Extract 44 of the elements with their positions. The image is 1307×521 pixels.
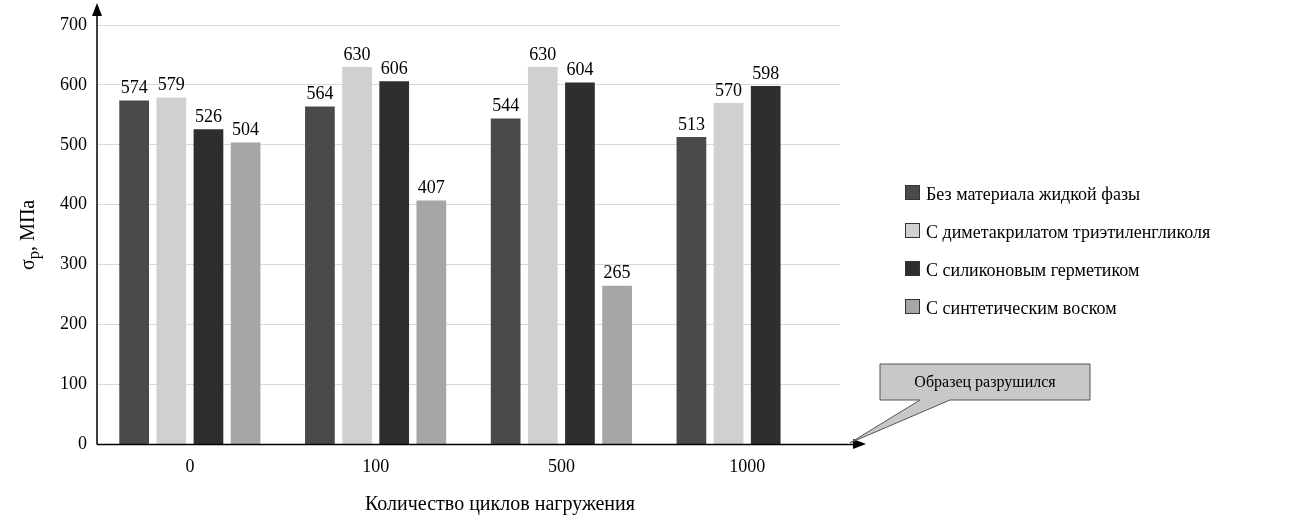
data-label: 513 — [677, 113, 705, 134]
data-label: 570 — [715, 79, 743, 100]
data-label: 407 — [417, 177, 445, 198]
bar — [416, 200, 447, 444]
bar — [230, 142, 261, 444]
bar — [565, 82, 595, 444]
y-tick-label: 700 — [60, 13, 87, 34]
data-label: 574 — [120, 77, 148, 98]
y-tick-label: 400 — [60, 193, 87, 214]
y-tick-label: 0 — [78, 433, 87, 454]
x-axis-title: Количество циклов нагружения — [364, 492, 636, 515]
y-tick-label: 100 — [60, 373, 87, 394]
text: Образец разрушился — [913, 371, 1057, 393]
bar — [193, 129, 224, 444]
bar — [676, 137, 707, 444]
bar — [602, 285, 632, 444]
data-label: 504 — [232, 119, 260, 140]
data-label: 564 — [306, 83, 334, 104]
legend-label: С синтетическим воском — [926, 298, 1117, 318]
x-tick-label: 500 — [547, 455, 575, 476]
y-tick-label: 200 — [60, 313, 87, 334]
data-label: 526 — [194, 105, 222, 126]
data-label: 630 — [529, 43, 557, 64]
x-tick-label: 100 — [362, 455, 390, 476]
legend-label: С диметакрилатом триэтиленгликоля — [926, 222, 1211, 242]
data-label: 598 — [752, 62, 780, 83]
data-label: 604 — [566, 59, 594, 80]
y-tick-label: 600 — [60, 73, 87, 94]
y-tick-label: 300 — [60, 253, 87, 274]
data-label: 630 — [343, 43, 371, 64]
x-tick-label: 1000 — [729, 455, 766, 476]
legend-label: Без материала жидкой фазы — [926, 184, 1141, 204]
bar — [119, 100, 150, 444]
bar — [305, 106, 335, 444]
x-tick-label: 0 — [185, 455, 195, 476]
bar — [750, 86, 781, 444]
data-label: 606 — [380, 58, 408, 79]
data-label: 579 — [157, 74, 185, 95]
bar — [379, 81, 410, 444]
legend-label: С силиконовым герметиком — [926, 260, 1140, 280]
data-label: 544 — [492, 95, 520, 116]
data-label: 265 — [603, 262, 631, 283]
bar — [490, 118, 521, 444]
y-tick-label: 500 — [60, 133, 87, 154]
